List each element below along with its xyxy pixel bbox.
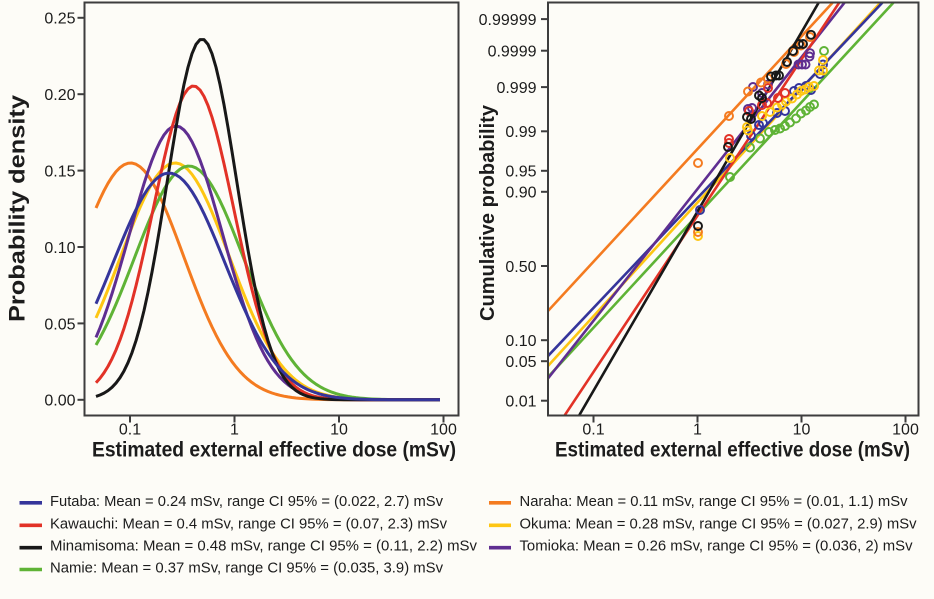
svg-text:Okuma: Mean = 0.28 mSv, range: Okuma: Mean = 0.28 mSv, range CI 95% = (… (520, 516, 918, 532)
svg-text:0.05: 0.05 (505, 354, 536, 371)
svg-text:10: 10 (330, 422, 348, 439)
svg-text:0.99999: 0.99999 (479, 12, 537, 29)
svg-text:Cumulative probability: Cumulative probability (477, 104, 499, 321)
svg-text:1: 1 (693, 422, 702, 439)
svg-text:Estimated external effective d: Estimated external effective dose (mSv) (555, 439, 910, 462)
svg-text:100: 100 (430, 422, 457, 439)
svg-text:Kawauchi: Mean = 0.4 mSv, rang: Kawauchi: Mean = 0.4 mSv, range CI 95% =… (50, 516, 448, 532)
svg-text:0.00: 0.00 (44, 393, 75, 410)
svg-text:0.01: 0.01 (505, 394, 536, 411)
svg-text:10: 10 (793, 422, 811, 439)
svg-text:0.95: 0.95 (505, 164, 536, 181)
svg-text:Futaba: Mean = 0.24 mSv, range: Futaba: Mean = 0.24 mSv, range CI 95% = … (50, 494, 444, 510)
svg-text:0.15: 0.15 (44, 164, 75, 181)
svg-text:Minamisoma: Mean = 0.48 mSv, r: Minamisoma: Mean = 0.48 mSv, range CI 95… (50, 539, 478, 555)
svg-text:Namie: Mean = 0.37 mSv, range: Namie: Mean = 0.37 mSv, range CI 95% = (… (50, 561, 444, 577)
svg-text:0.1: 0.1 (582, 422, 604, 439)
svg-text:100: 100 (892, 422, 919, 439)
svg-text:Probability density: Probability density (5, 94, 30, 322)
svg-text:0.999: 0.999 (496, 80, 536, 97)
svg-text:0.25: 0.25 (44, 11, 75, 28)
svg-text:0.10: 0.10 (44, 240, 75, 257)
svg-text:Tomioka: Mean = 0.26 mSv, rang: Tomioka: Mean = 0.26 mSv, range CI 95% =… (520, 539, 914, 555)
svg-text:0.99: 0.99 (505, 124, 536, 141)
svg-text:0.1: 0.1 (119, 422, 141, 439)
svg-text:0.20: 0.20 (44, 87, 75, 104)
svg-text:1: 1 (230, 422, 239, 439)
svg-text:0.05: 0.05 (44, 316, 75, 333)
svg-text:0.9999: 0.9999 (488, 44, 537, 61)
svg-text:Estimated external effective d: Estimated external effective dose (mSv) (92, 439, 456, 462)
svg-text:0.50: 0.50 (505, 259, 536, 276)
svg-text:0.90: 0.90 (505, 185, 536, 202)
svg-text:Naraha: Mean = 0.11 mSv, range: Naraha: Mean = 0.11 mSv, range CI 95% = … (520, 494, 909, 510)
svg-text:0.10: 0.10 (505, 333, 536, 350)
